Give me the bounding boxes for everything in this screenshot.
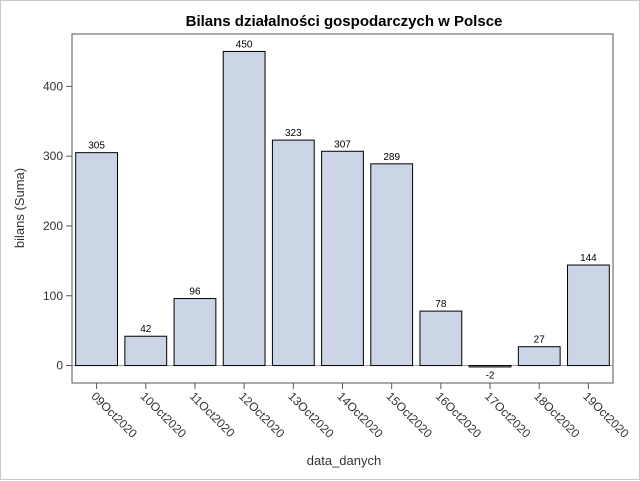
bar-value-label: -2: [486, 371, 495, 382]
y-tick-label: 300: [43, 149, 63, 163]
bar: [75, 152, 118, 367]
bar-value-label: 96: [189, 287, 201, 298]
x-tick-label: 14Oct2020: [334, 389, 386, 441]
bar: [321, 150, 364, 367]
x-tick-label: 13Oct2020: [285, 389, 337, 441]
bar-value-label: 305: [88, 141, 105, 152]
bar: [567, 264, 610, 367]
x-tick-label: 15Oct2020: [384, 389, 436, 441]
x-tick-label: 16Oct2020: [433, 389, 485, 441]
bar-value-label: 78: [435, 299, 447, 310]
y-tick-label: 200: [43, 219, 63, 233]
bar: [173, 298, 217, 367]
bar-value-label: 450: [236, 39, 253, 50]
x-axis: 09Oct202010Oct202011Oct202012Oct202013Oc…: [88, 383, 632, 441]
x-tick-label: 10Oct2020: [138, 389, 190, 441]
y-tick-label: 0: [56, 359, 63, 373]
x-tick-label: 18Oct2020: [531, 389, 583, 441]
bar-value-label: 42: [140, 324, 152, 335]
y-tick-label: 400: [43, 79, 63, 93]
bar-value-label: 27: [534, 335, 546, 346]
x-tick-label: 09Oct2020: [88, 389, 140, 441]
y-tick-label: 100: [43, 289, 63, 303]
bar-value-label: 323: [285, 128, 302, 139]
x-tick-label: 12Oct2020: [236, 389, 288, 441]
chart-title: Bilans działalności gospodarczych w Pols…: [186, 13, 503, 30]
x-tick-label: 17Oct2020: [482, 389, 534, 441]
bars-group: 305 42 96 450 323 307 289 78 -2 27 144: [72, 39, 613, 382]
bar: [517, 346, 561, 367]
bar: [271, 139, 315, 367]
x-tick-label: 19Oct2020: [580, 389, 632, 441]
x-axis-title: data_danych: [307, 453, 381, 468]
y-axis-title: bilans (Suma): [12, 168, 27, 248]
x-tick-label: 11Oct2020: [187, 389, 238, 440]
y-axis: 0 100 200 300 400: [43, 79, 72, 373]
bar: [124, 335, 168, 367]
bar: [419, 310, 463, 367]
bar-value-label: 144: [580, 253, 597, 264]
bar: [222, 50, 266, 367]
bar: [468, 365, 512, 368]
bar-value-label: 307: [334, 139, 351, 150]
bar: [370, 163, 414, 367]
bar-value-label: 289: [383, 152, 400, 163]
